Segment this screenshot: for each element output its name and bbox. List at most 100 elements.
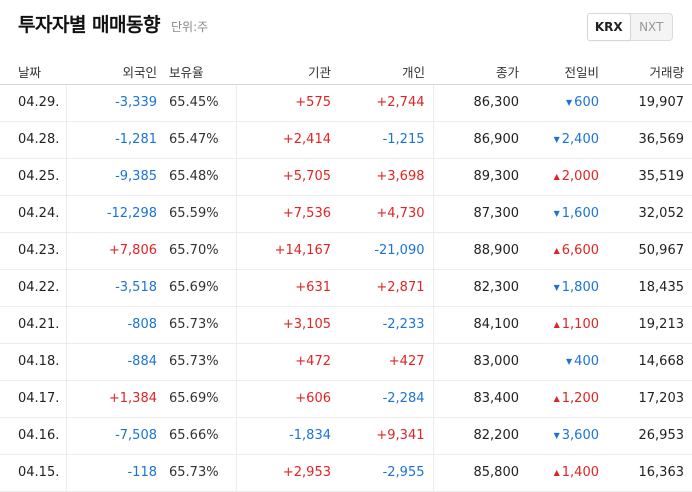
col-volume: 거래량 [607,58,692,85]
up-arrow-icon: ▲ [553,246,560,255]
col-institution: 기관 [236,58,339,85]
individual-cell: +2,871 [339,269,433,307]
change-value: 1,800 [561,280,599,295]
volume-cell: 26,953 [607,417,692,455]
investor-trading-table: 날짜 외국인 보유율 기관 개인 종가 전일비 거래량 04.29. -3,339… [0,58,692,492]
foreign-cell: -3,518 [65,269,165,307]
ownership-cell: 65.47% [165,121,236,159]
volume-cell: 16,363 [607,454,692,492]
down-arrow-icon: ▼ [566,98,573,107]
change-cell: ▼ 2,400 [527,121,607,159]
close-price-cell: 86,300 [432,84,527,122]
ownership-cell: 65.73% [165,306,236,344]
change-cell: ▲ 1,400 [527,454,607,492]
institution-cell: +14,167 [235,232,339,270]
col-change: 전일비 [527,58,607,85]
page-title: 투자자별 매매동향 [18,14,160,36]
foreign-cell: -12,298 [65,195,165,233]
nxt-tab[interactable]: NXT [639,20,664,34]
institution-cell: -1,834 [235,417,339,455]
volume-cell: 32,052 [607,195,692,233]
ownership-cell: 65.73% [165,343,236,381]
volume-cell: 19,213 [607,306,692,344]
individual-cell: +427 [339,343,433,381]
close-price-cell: 83,000 [432,343,527,381]
volume-cell: 18,435 [607,269,692,307]
foreign-cell: +7,806 [65,232,165,270]
date-cell: 04.22. [0,269,66,307]
ownership-cell: 65.70% [165,232,236,270]
date-cell: 04.28. [0,121,66,159]
individual-cell: -2,233 [339,306,433,344]
ownership-cell: 65.73% [165,454,236,492]
change-cell: ▼ 600 [527,84,607,122]
foreign-cell: +1,384 [65,380,165,418]
foreign-cell: -9,385 [65,158,165,196]
table-row: 04.25. -9,385 65.48% +5,705 +3,698 89,300 ▲ 2,0… [0,158,692,196]
market-toggle: KRX NXT [587,13,673,41]
ownership-cell: 65.48% [165,158,236,196]
table-row: 04.24. -12,298 65.59% +7,536 +4,730 87,300 ▼ 1,… [0,195,692,233]
individual-cell: +2,744 [339,84,433,122]
date-cell: 04.21. [0,306,66,344]
col-ownership: 보유율 [165,58,236,85]
change-value: 6,600 [561,243,599,258]
table-row: 04.21. -808 65.73% +3,105 -2,233 84,100 ▲ 1,100… [0,306,692,344]
close-price-cell: 83,400 [432,380,527,418]
col-date: 날짜 [0,58,66,85]
date-cell: 04.18. [0,343,66,381]
change-value: 2,000 [561,169,599,184]
change-value: 1,100 [561,317,599,332]
foreign-cell: -3,339 [65,84,165,122]
close-price-cell: 85,800 [432,454,527,492]
ownership-cell: 65.69% [165,269,236,307]
krx-tab[interactable]: KRX [587,13,631,41]
individual-cell: -2,955 [339,454,433,492]
change-cell: ▼ 3,600 [527,417,607,455]
change-value: 1,600 [561,206,599,221]
down-arrow-icon: ▼ [553,283,560,292]
col-foreign: 외국인 [66,58,165,85]
change-cell: ▲ 1,100 [527,306,607,344]
foreign-cell: -7,508 [65,417,165,455]
volume-cell: 50,967 [607,232,692,270]
up-arrow-icon: ▲ [553,320,560,329]
date-cell: 04.17. [0,380,66,418]
change-value: 600 [574,95,599,110]
close-price-cell: 89,300 [432,158,527,196]
institution-cell: +5,705 [235,158,339,196]
date-cell: 04.16. [0,417,66,455]
table-row: 04.28. -1,281 65.47% +2,414 -1,215 86,900 ▼ 2,4… [0,121,692,159]
up-arrow-icon: ▲ [553,394,560,403]
table-row: 04.23. +7,806 65.70% +14,167 -21,090 88,900 ▲ 6… [0,232,692,270]
institution-cell: +575 [235,84,339,122]
institution-cell: +472 [235,343,339,381]
up-arrow-icon: ▲ [553,172,560,181]
institution-cell: +7,536 [235,195,339,233]
individual-cell: +3,698 [339,158,433,196]
table-row: 04.15. -118 65.73% +2,953 -2,955 85,800 ▲ 1,400… [0,454,692,492]
header: 투자자별 매매동향 단위:주 KRX NXT [0,0,692,58]
institution-cell: +606 [235,380,339,418]
change-cell: ▼ 400 [527,343,607,381]
down-arrow-icon: ▼ [553,209,560,218]
table-row: 04.29. -3,339 65.45% +575 +2,744 86,300 ▼ 600 19… [0,84,692,122]
volume-cell: 19,907 [607,84,692,122]
change-value: 400 [574,354,599,369]
down-arrow-icon: ▼ [566,357,573,366]
foreign-cell: -808 [65,306,165,344]
institution-cell: +2,953 [235,454,339,492]
date-cell: 04.25. [0,158,66,196]
individual-cell: -2,284 [339,380,433,418]
table-row: 04.16. -7,508 65.66% -1,834 +9,341 82,200 ▼ 3,6… [0,417,692,455]
individual-cell: +9,341 [339,417,433,455]
date-cell: 04.29. [0,84,66,122]
institution-cell: +631 [235,269,339,307]
change-value: 3,600 [561,428,599,443]
close-price-cell: 82,300 [432,269,527,307]
individual-cell: -1,215 [339,121,433,159]
down-arrow-icon: ▼ [553,431,560,440]
close-price-cell: 88,900 [432,232,527,270]
close-price-cell: 84,100 [432,306,527,344]
close-price-cell: 82,200 [432,417,527,455]
